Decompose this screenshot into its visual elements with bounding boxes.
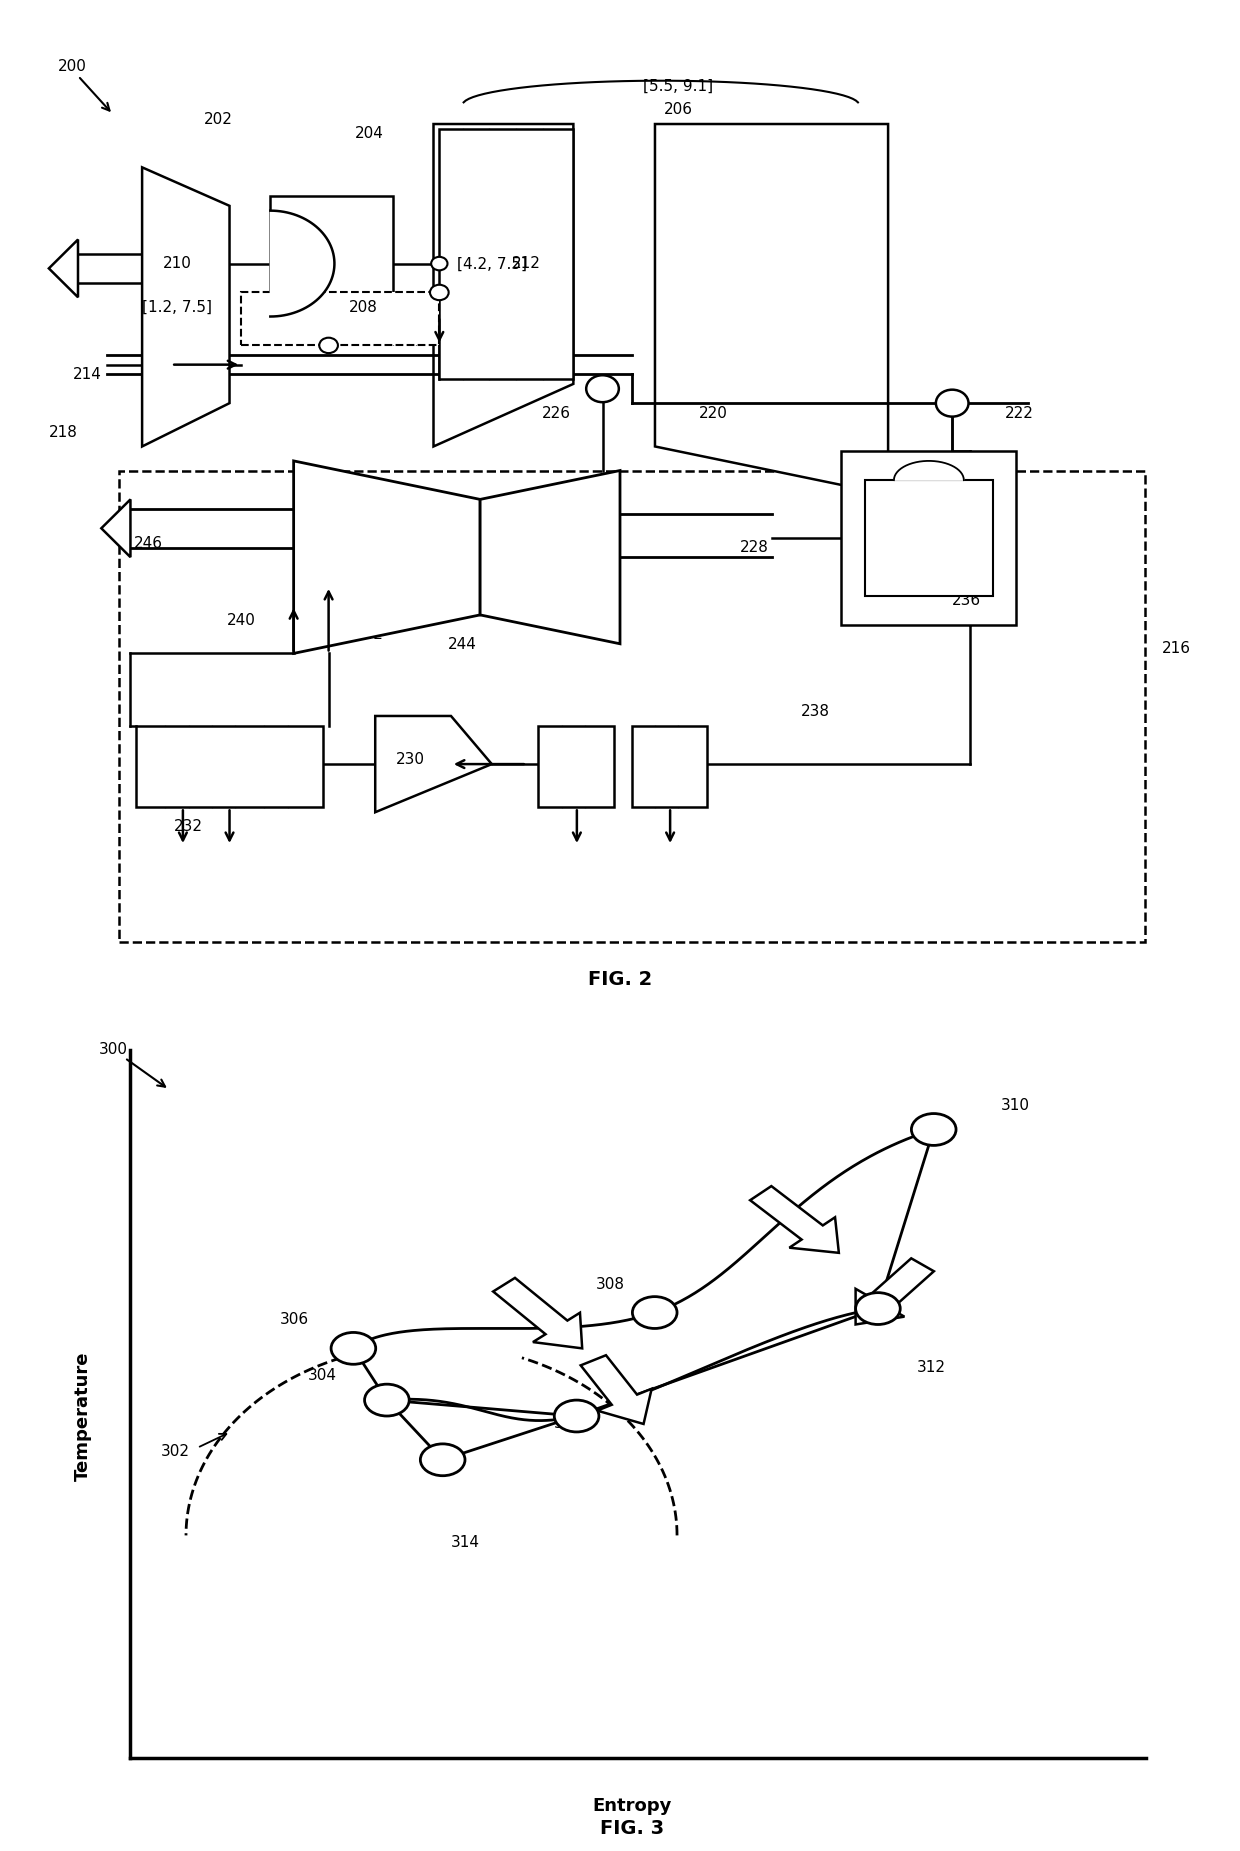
Polygon shape [580, 1355, 652, 1423]
Text: 222: 222 [1004, 405, 1033, 420]
Polygon shape [655, 124, 888, 494]
Text: 246: 246 [134, 535, 162, 550]
Text: FIG. 2: FIG. 2 [588, 970, 652, 990]
Text: 202: 202 [203, 113, 232, 128]
Text: 244: 244 [448, 637, 477, 652]
Text: 312: 312 [916, 1360, 946, 1375]
Bar [631, 726, 707, 807]
Text: [5.5, 9.1]: [5.5, 9.1] [644, 78, 713, 93]
Text: 200: 200 [58, 59, 87, 74]
Circle shape [365, 1385, 409, 1416]
Text: FIG. 3: FIG. 3 [600, 1820, 665, 1838]
Polygon shape [494, 1277, 583, 1348]
Polygon shape [434, 124, 573, 446]
Circle shape [432, 257, 448, 270]
Circle shape [587, 376, 619, 402]
Text: 204: 204 [355, 126, 384, 141]
Bar [136, 726, 322, 807]
Text: 242: 242 [355, 627, 384, 642]
Circle shape [430, 285, 449, 300]
Circle shape [319, 337, 339, 354]
Text: 228: 228 [739, 540, 769, 555]
Polygon shape [750, 1186, 838, 1253]
Polygon shape [102, 500, 130, 557]
Text: 304: 304 [308, 1368, 336, 1383]
Polygon shape [48, 239, 78, 298]
Text: 220: 220 [699, 405, 728, 420]
Polygon shape [856, 1259, 934, 1325]
Circle shape [554, 1399, 599, 1433]
Text: 218: 218 [50, 426, 78, 441]
Polygon shape [894, 461, 963, 479]
Bar [270, 196, 393, 331]
Text: 232: 232 [175, 820, 203, 835]
Text: 300: 300 [99, 1042, 128, 1057]
Text: 314: 314 [450, 1534, 480, 1551]
Circle shape [856, 1292, 900, 1325]
Text: 206: 206 [663, 102, 693, 117]
Text: 212: 212 [512, 257, 541, 272]
Text: 208: 208 [350, 300, 378, 315]
Text: Temperature: Temperature [74, 1351, 92, 1481]
Text: 226: 226 [542, 405, 570, 420]
Circle shape [331, 1333, 376, 1364]
Bar [241, 292, 439, 346]
Text: 214: 214 [72, 366, 102, 381]
Text: 224: 224 [570, 594, 599, 609]
Bar [842, 452, 1017, 624]
Text: 306: 306 [280, 1312, 309, 1327]
Polygon shape [376, 716, 492, 813]
Text: 316: 316 [554, 1416, 583, 1431]
Circle shape [632, 1296, 677, 1329]
Text: 238: 238 [801, 703, 830, 718]
Polygon shape [143, 167, 229, 446]
Text: 236: 236 [952, 594, 981, 609]
Polygon shape [270, 211, 335, 317]
Text: 210: 210 [162, 257, 191, 272]
Bar [119, 470, 1145, 942]
Bar [864, 479, 993, 596]
Text: [4.2, 7.5]: [4.2, 7.5] [456, 257, 527, 272]
Text: Entropy: Entropy [593, 1797, 672, 1816]
Text: 302: 302 [160, 1444, 190, 1459]
Text: 216: 216 [1162, 642, 1190, 657]
Circle shape [911, 1114, 956, 1146]
Text: [1.2, 7.5]: [1.2, 7.5] [143, 300, 212, 315]
Bar [538, 726, 614, 807]
Circle shape [936, 391, 968, 416]
Bar [439, 130, 573, 379]
Text: 240: 240 [227, 613, 255, 627]
Text: 230: 230 [396, 752, 424, 766]
Circle shape [420, 1444, 465, 1475]
Polygon shape [480, 470, 620, 644]
Text: 308: 308 [595, 1277, 625, 1292]
Text: 310: 310 [1001, 1098, 1029, 1112]
Polygon shape [294, 461, 480, 653]
